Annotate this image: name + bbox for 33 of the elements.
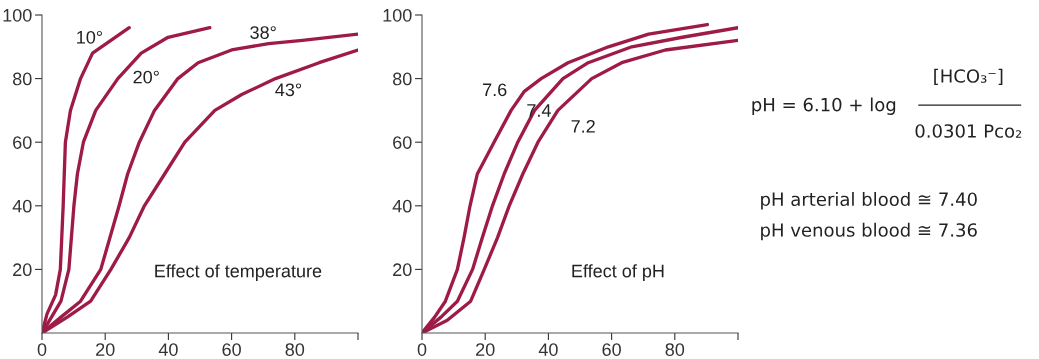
x-tick-label: 20: [96, 343, 115, 356]
text: pH arterial blood ≅ 7.40: [761, 192, 977, 210]
annotation: Effect of pH: [572, 264, 664, 281]
text: 0.0301 Pco₂: [915, 124, 1022, 138]
x-tick-label: 40: [538, 343, 558, 356]
y-tick-label: 60: [393, 136, 412, 149]
x-tick-label: 80: [285, 343, 305, 356]
y-tick-label: 100: [383, 8, 412, 22]
y-tick-label: 40: [12, 199, 32, 213]
y-tick-label: 40: [392, 199, 412, 213]
x-tick-label: 0: [37, 343, 47, 356]
x-tick-label: 40: [158, 343, 178, 356]
y-tick-label: 20: [13, 263, 32, 277]
text: pH = 6.10 + log: [752, 97, 896, 115]
y-tick-label: 20: [393, 263, 412, 277]
annotation: Effect of temperature: [155, 264, 322, 281]
y-tick-label: 100: [3, 8, 32, 22]
series-label: 43°: [275, 83, 302, 97]
text: pH venous blood ≅ 7.36: [761, 222, 977, 241]
y-tick-label: 80: [392, 72, 412, 86]
series-label: 10°: [77, 30, 102, 44]
y-tick-label: 60: [13, 136, 32, 149]
series-label: 20°: [133, 70, 159, 84]
series-label: 7.6: [483, 83, 507, 97]
x-tick-label: 60: [602, 343, 621, 356]
y-tick-label: 80: [12, 72, 32, 86]
x-tick-label: 80: [665, 343, 685, 356]
series-label: 7.2: [571, 119, 595, 133]
text: [HCO₃⁻]: [934, 68, 1003, 85]
x-tick-label: 20: [476, 343, 495, 356]
series-label: 38°: [250, 26, 276, 39]
x-tick-label: 0: [417, 343, 427, 356]
x-tick-label: 60: [222, 343, 241, 356]
